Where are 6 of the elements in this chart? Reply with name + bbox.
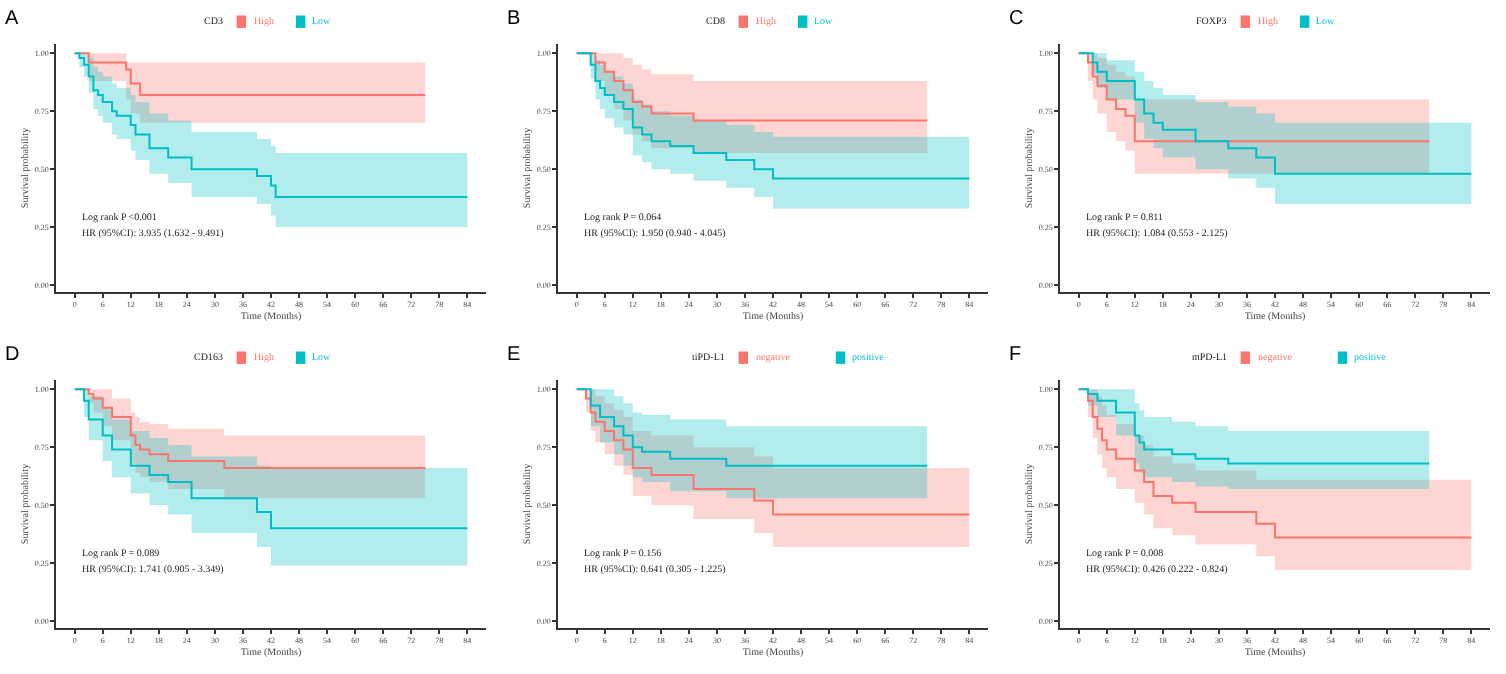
chart-title: C [1009, 8, 1024, 31]
chart-title: A [5, 8, 20, 31]
chart-title: D [5, 344, 20, 367]
chart-title: E [507, 344, 522, 367]
chart-title: B [507, 8, 522, 31]
chart-title: F [1009, 344, 1022, 367]
